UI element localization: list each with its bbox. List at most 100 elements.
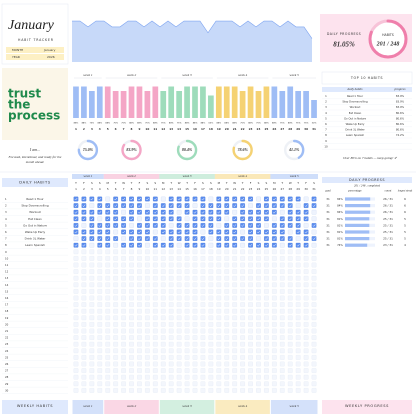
percent-label: 81%: [337, 223, 343, 227]
checkbox: [121, 203, 126, 208]
check-tick: [114, 237, 118, 240]
checkbox: [113, 229, 118, 235]
checkbox: [73, 242, 79, 248]
check-tick: [209, 217, 213, 221]
empty-box: [272, 322, 277, 327]
empty-box: [184, 295, 190, 301]
empty-box: [105, 256, 111, 261]
check-tick: [288, 204, 292, 207]
empty-box: [208, 315, 214, 321]
empty-box: [89, 315, 95, 321]
checkbox: [168, 203, 174, 208]
check-tick: [296, 217, 300, 221]
empty-box: [295, 322, 301, 327]
empty-box: [129, 328, 134, 334]
empty-box: [295, 275, 301, 281]
row-number: 9: [5, 250, 7, 254]
empty-box: [303, 282, 309, 288]
checkbox: [287, 203, 293, 208]
empty-box: [129, 381, 134, 387]
day-number: 2: [83, 127, 85, 131]
empty-box: [208, 381, 214, 387]
empty-box: [311, 256, 317, 261]
empty-box: [279, 302, 285, 307]
row-number: 19: [5, 316, 9, 320]
week-label: week 3: [182, 73, 192, 77]
empty-box: [192, 256, 198, 261]
checkbox: [240, 209, 245, 215]
empty-box: [145, 322, 150, 327]
check-tick: [130, 237, 134, 240]
check-tick: [304, 244, 308, 247]
empty-box: [272, 275, 277, 281]
check-tick: [280, 217, 284, 221]
check-tick: [169, 204, 173, 207]
empty-box: [232, 328, 238, 334]
checkbox: [232, 236, 238, 241]
empty-box: [81, 308, 87, 314]
table-cell: Go Out in Nature: [344, 116, 366, 120]
empty-box: [73, 341, 79, 347]
empty-box: [97, 374, 103, 380]
checkbox: [121, 229, 126, 235]
empty-box: [113, 269, 118, 274]
column-header: goal: [325, 189, 331, 193]
check-tick: [106, 211, 110, 214]
check-tick: [153, 224, 157, 227]
empty-box: [303, 341, 309, 347]
empty-box: [232, 341, 238, 347]
checkbox: [89, 196, 95, 202]
checkbox: [248, 242, 253, 248]
empty-box: [145, 341, 150, 347]
check-tick: [114, 204, 118, 207]
empty-box: [232, 308, 238, 314]
empty-box: [248, 289, 253, 294]
footer-week-label: week 5: [290, 404, 300, 408]
empty-box: [97, 289, 103, 294]
check-tick: [312, 197, 316, 201]
weekday: T: [185, 181, 188, 185]
check-tick: [122, 197, 126, 201]
empty-box: [176, 262, 182, 268]
checkbox: [311, 236, 317, 241]
empty-box: [216, 289, 222, 294]
check-tick: [138, 211, 141, 214]
empty-box: [160, 328, 166, 334]
empty-box: [256, 302, 261, 307]
day-number: 3: [91, 187, 93, 191]
day-number: 26: [272, 127, 276, 131]
row-number: 12: [5, 270, 9, 274]
checkbox: [184, 203, 190, 208]
empty-box: [224, 361, 230, 367]
goal: 31: [326, 204, 330, 208]
empty-box: [89, 388, 95, 393]
empty-box: [121, 335, 126, 340]
empty-box: [129, 335, 134, 340]
empty-box: [224, 269, 230, 274]
checkbox: [279, 216, 285, 222]
checkbox: [73, 216, 79, 222]
checkbox: [216, 223, 222, 228]
checkbox: [176, 209, 182, 215]
percent-bar: [345, 204, 371, 208]
checkbox: [105, 196, 111, 202]
day-number: 22: [241, 187, 245, 191]
empty-box: [264, 308, 269, 314]
empty-box: [145, 282, 150, 288]
empty-box: [160, 315, 166, 321]
empty-box: [152, 308, 158, 314]
bar-label: 88%: [129, 123, 134, 125]
empty-box: [232, 315, 238, 321]
checkbox: [81, 236, 87, 241]
bar-label: 88%: [105, 123, 110, 125]
checkbox: [232, 229, 238, 235]
checkbox: [224, 209, 230, 215]
empty-box: [105, 355, 111, 360]
empty-box: [168, 335, 174, 340]
empty-box: [81, 262, 87, 268]
empty-box: [200, 368, 206, 373]
checkbox: [256, 223, 261, 228]
weekday: M: [162, 181, 165, 185]
day-number: 9: [138, 127, 140, 131]
checkbox: [160, 196, 166, 202]
